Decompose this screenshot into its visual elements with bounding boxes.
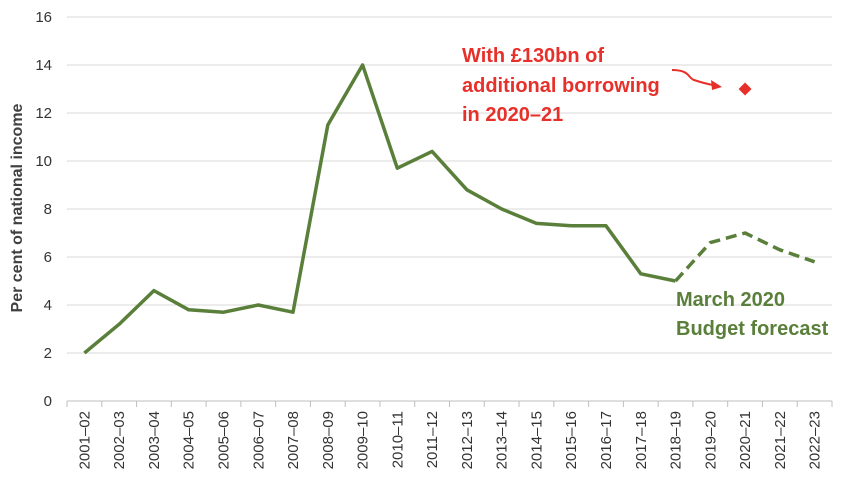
annotations: With £130bn of additional borrowing in 2… [462, 45, 829, 340]
x-tick-label: 2017–18 [633, 411, 650, 469]
x-tick-label: 2020–21 [737, 411, 754, 469]
x-tick-label: 2001–02 [76, 411, 93, 469]
x-tick-label: 2002–03 [111, 411, 128, 469]
annotation-arrow [671, 69, 719, 87]
y-tick-label: 6 [44, 249, 52, 266]
y-axis-label: Per cent of national income [9, 103, 26, 312]
y-tick-labels: 0 2 4 6 8 10 12 14 16 [35, 9, 52, 410]
x-tick-label: 2006–07 [250, 411, 267, 469]
x-tick-label: 2007–08 [285, 411, 302, 469]
x-tick-label: 2003–04 [146, 411, 163, 469]
y-tick-label: 10 [35, 153, 52, 170]
x-tick-label: 2022–23 [807, 411, 824, 469]
x-tick-label: 2008–09 [320, 411, 337, 469]
y-tick-label: 12 [35, 105, 52, 122]
annotation-forecast-line-1: March 2020 [676, 289, 785, 311]
x-tick-label: 2013–14 [494, 411, 511, 469]
x-tick-label: 2005–06 [215, 411, 232, 469]
y-tick-label: 4 [44, 297, 52, 314]
series [83, 63, 816, 355]
x-tick-label: 2016–17 [598, 411, 615, 469]
gridlines [67, 16, 832, 354]
x-tick-label: 2015–16 [563, 411, 580, 469]
annotation-borrowing-line-3: in 2020–21 [462, 104, 563, 126]
x-tick-label: 2010–11 [389, 411, 406, 468]
y-tick-label: 0 [44, 393, 52, 410]
x-tick-label: 2021–22 [772, 411, 789, 469]
axes [66, 400, 833, 407]
x-tick-label: 2004–05 [181, 411, 198, 469]
annotation-arrowhead [711, 80, 722, 90]
x-tick-label: 2012–13 [459, 411, 476, 469]
y-tick-label: 2 [44, 345, 52, 362]
x-tick-label: 2018–19 [668, 411, 685, 469]
y-tick-label: 8 [44, 201, 52, 218]
x-tick-labels: 2001–02 2002–03 2003–04 2004–05 2005–06 2006–… [76, 411, 823, 469]
series-line-forecast [674, 231, 816, 283]
annotation-borrowing-line-1: With £130bn of [462, 45, 604, 67]
x-tick-label: 2011–12 [424, 411, 441, 468]
series-line-outturn [83, 63, 676, 355]
x-tick-label: 2019–20 [702, 411, 719, 469]
annotation-borrowing-line-2: additional borrowing [462, 75, 660, 97]
x-tick-label: 2014–15 [528, 411, 545, 469]
annotation-forecast-line-2: Budget forecast [676, 318, 829, 340]
x-tick-label: 2009–10 [355, 411, 372, 469]
y-tick-label: 14 [35, 57, 52, 74]
y-tick-label: 16 [35, 9, 52, 26]
points [738, 82, 752, 96]
point-marker-diamond [738, 82, 752, 96]
